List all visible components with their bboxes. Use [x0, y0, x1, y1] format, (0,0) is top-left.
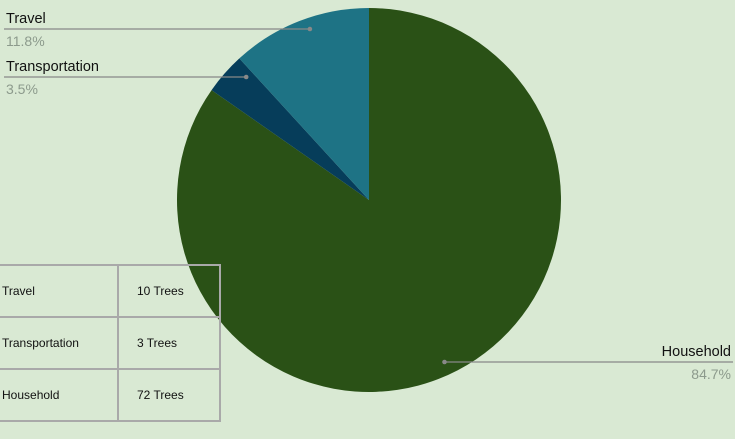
table-category-cell: Travel: [0, 264, 119, 318]
pie-slice-household: [176, 8, 561, 392]
leader-dot-travel: [307, 26, 313, 32]
table-row: Travel 10 Trees: [0, 264, 221, 318]
slice-percent-household: 84.7%: [691, 366, 731, 382]
slice-percent-transportation: 3.5%: [6, 81, 38, 97]
table-value-cell: 3 Trees: [117, 316, 221, 370]
pie-slice-transportation: [211, 58, 369, 201]
slice-label-household: Household: [662, 344, 731, 360]
table-row: Household 72 Trees: [0, 368, 221, 422]
table-value-cell: 72 Trees: [117, 368, 221, 422]
table-category-cell: Household: [0, 368, 119, 422]
table-value-cell: 10 Trees: [117, 264, 221, 318]
pie-slice-travel: [239, 8, 369, 200]
slice-percent-travel: 11.8%: [6, 33, 45, 49]
table-category-cell: Transportation: [0, 316, 119, 370]
leader-dot-household: [442, 359, 447, 365]
slice-label-travel: Travel: [6, 11, 46, 27]
leader-dot-transportation: [243, 74, 249, 80]
slice-label-transportation: Transportation: [6, 59, 99, 75]
tree-count-table: Travel 10 Trees Transportation 3 Trees House…: [0, 264, 221, 422]
table-row: Transportation 3 Trees: [0, 316, 221, 370]
